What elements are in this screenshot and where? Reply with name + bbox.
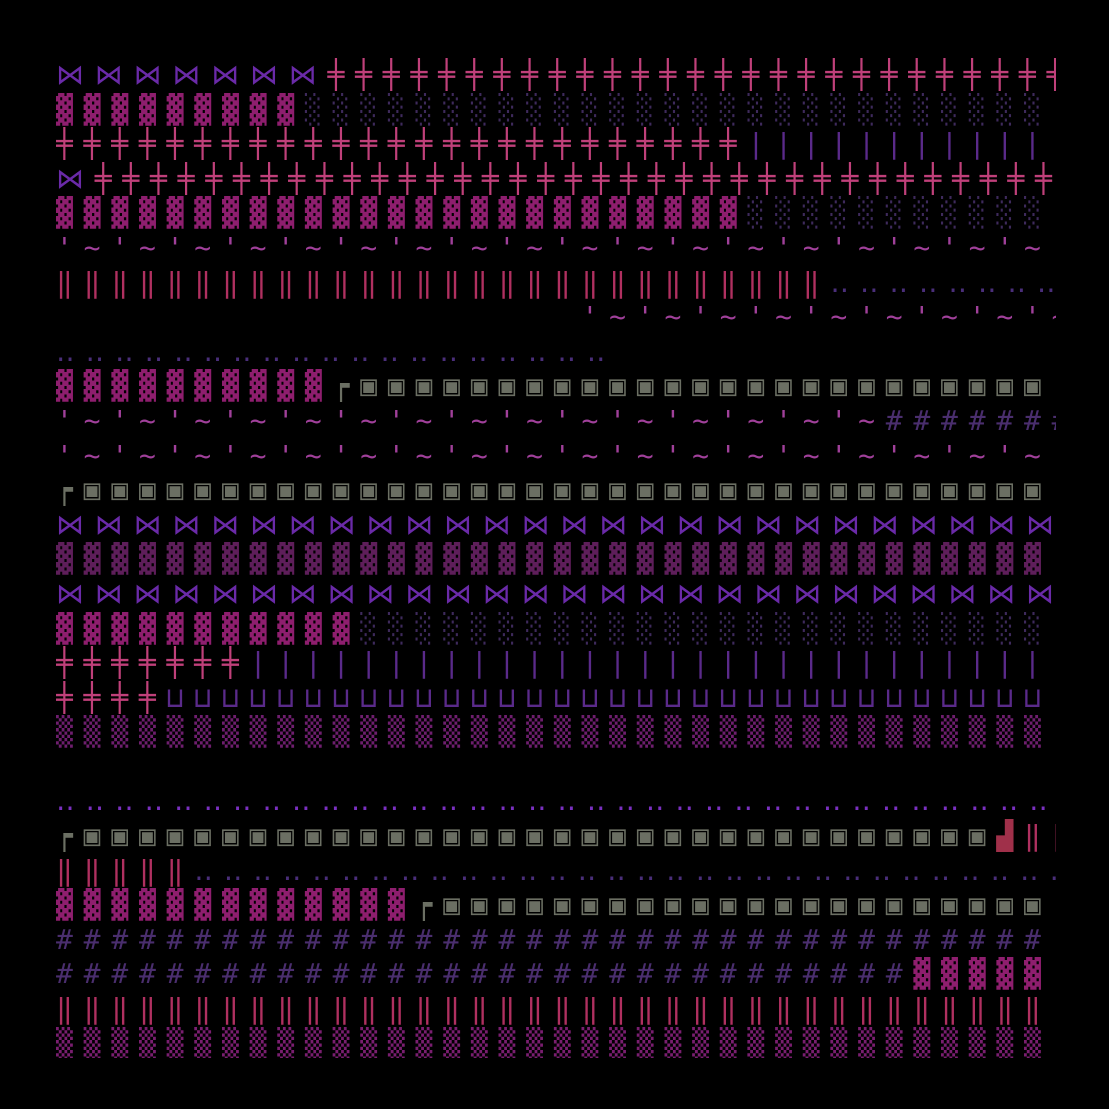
glyph-run: ▒▒▒▒▒▒▒▒▒▒▒▒▒▒▒▒▒▒▒▒▒▒▒▒▒▒▒▒▒▒▒▒▒▒▒▒ (56, 1026, 1052, 1058)
glyph-run: ▓▓▓▓▓▓▓▓▓▓▓▓▓ (56, 888, 416, 922)
glyph-run: '~'~'~'~'~'~'~'~'~'~'~'~'~'~'~'~'~ (581, 300, 1056, 334)
glyph-run: '~'~'~'~'~'~'~'~'~'~'~'~'~'~'~ (56, 403, 886, 437)
glyph-run: ▣▣▣▣▣▣▣▣▣▣▣▣▣▣▣▣▣▣▣▣▣▣▣▣▣▣▣▣▣▣▣▣▣ (83, 819, 997, 853)
glyph-run: ▣▣▣▣▣▣▣▣▣▣▣▣▣▣▣▣▣▣▣▣▣▣ (443, 888, 1052, 922)
glyph-row: ▓▓▓▓▓▓▓▓▓▓▓▓▓▓▓▓▓▓▓▓▓▓▓▓▓▓▓▓▓▓▓▓▓▓▓▓ (56, 542, 1056, 577)
glyph-run: ▓▓▓▓▓▓▓▓▓▓▓▓▓▓▓▓▓▓▓▓▓▓▓▓▓ (56, 196, 748, 230)
glyph-row: ╪╪╪╪╪╪╪╪╪╪╪╪╪╪╪╪╪╪╪╪╪╪╪╪╪||||||||||| (56, 127, 1056, 162)
glyph-run: ‖‖‖‖‖ (56, 853, 195, 887)
glyph-row: ┍▣▣▣▣▣▣▣▣▣▣▣▣▣▣▣▣▣▣▣▣▣▣▣▣▣▣▣▣▣▣▣▣▣▣▣ (56, 473, 1056, 508)
glyph-row: ▓▓▓▓▓▓▓▓▓▓▓░░░░░░░░░░░░░░░░░░░░░░░░░ (56, 612, 1056, 647)
glyph-row: ▓▓▓▓▓▓▓▓▓░░░░░░░░░░░░░░░░░░░░░░░░░░░ (56, 93, 1056, 128)
glyph-run: ▓▓▓▓▓▓▓▓▓ (56, 92, 305, 126)
glyph-row: ╪╪╪╪⊔⊔⊔⊔⊔⊔⊔⊔⊔⊔⊔⊔⊔⊔⊔⊔⊔⊔⊔⊔⊔⊔⊔⊔⊔⊔⊔⊔⊔⊔⊔⊔ (56, 681, 1056, 716)
glyph-run: ╪╪╪╪╪╪╪ (56, 646, 250, 680)
glyph-run: ░░░░░░░░░░░ (747, 196, 1052, 230)
glyph-row: '~'~'~'~'~'~'~'~'~'~'~'~'~'~'~'~'~ (56, 300, 1056, 335)
glyph-run: ┍ (415, 888, 444, 922)
glyph-row: '~'~'~'~'~'~'~'~'~'~'~'~'~'~'~'~'~'~'~'~… (56, 231, 1056, 266)
glyph-row: ▓▓▓▓▓▓▓▓▓▓▓▓▓▓▓▓▓▓▓▓▓▓▓▓▓░░░░░░░░░░░ (56, 196, 1056, 231)
glyph-row: ‖‖‖‖‖‖‖‖‖‖‖‖‖‖‖‖‖‖‖‖‖‖‖‖‖‖‖‖‖‖‖‖‖‖‖‖ (56, 992, 1056, 1027)
glyph-row: ‥‥‥‥‥‥‥‥‥‥‥‥‥‥‥‥‥‥‥ (56, 335, 1056, 370)
glyph-run: ▓▓▓▓▓▓▓▓▓▓▓▓▓▓▓▓▓▓▓▓▓▓▓▓▓▓▓▓▓▓▓▓▓▓▓▓ (56, 542, 1052, 576)
glyph-run: ||||||||||| (747, 127, 1052, 161)
glyph-run: ⋈ (56, 161, 95, 195)
glyph-run: ▒▒▒▒▒▒▒▒▒▒▒▒▒▒▒▒▒▒▒▒▒▒▒▒▒▒▒▒▒▒▒▒▒▒▒▒ (56, 715, 1052, 749)
glyph-run: ⋈⋈⋈⋈⋈⋈⋈ (56, 58, 328, 91)
glyph-row: ▒▒▒▒▒▒▒▒▒▒▒▒▒▒▒▒▒▒▒▒▒▒▒▒▒▒▒▒▒▒▒▒▒▒▒▒ (56, 1027, 1056, 1058)
glyph-run: ░░░░░░░░░░░░░░░░░░░░░░░░░░░ (304, 92, 1052, 126)
glyph-run: ‖‖ (1024, 819, 1056, 853)
glyph-row: ▒▒▒▒▒▒▒▒▒▒▒▒▒▒▒▒▒▒▒▒▒▒▒▒▒▒▒▒▒▒▒▒▒▒▒▒ (56, 715, 1056, 750)
glyph-row: ▓▓▓▓▓▓▓▓▓▓▓▓▓┍▣▣▣▣▣▣▣▣▣▣▣▣▣▣▣▣▣▣▣▣▣▣ (56, 888, 1056, 923)
glyph-run: ┍ (56, 473, 84, 507)
glyph-run: ||||||||||||||||||||||||||||| (249, 646, 1052, 680)
glyph-row: ‖‖‖‖‖‖‖‖‖‖‖‖‖‖‖‖‖‖‖‖‖‖‖‖‖‖‖‖‥‥‥‥‥‥‥‥ (56, 266, 1056, 301)
glyph-row: ⋈╪╪╪╪╪╪╪╪╪╪╪╪╪╪╪╪╪╪╪╪╪╪╪╪╪╪╪╪╪╪╪╪╪╪╪ (56, 162, 1056, 197)
glyph-run: #################################### (56, 922, 1052, 956)
glyph-row: ┍▣▣▣▣▣▣▣▣▣▣▣▣▣▣▣▣▣▣▣▣▣▣▣▣▣▣▣▣▣▣▣▣▣▟‖‖ (56, 819, 1056, 854)
glyph-run: ############################### (56, 957, 914, 991)
glyph-run: ▣▣▣▣▣▣▣▣▣▣▣▣▣▣▣▣▣▣▣▣▣▣▣▣▣ (360, 369, 1052, 403)
glyph-run: '~'~'~'~'~'~'~'~'~'~'~'~'~'~'~'~'~'~'~'~… (56, 438, 1056, 472)
glyph-row: ⋈⋈⋈⋈⋈⋈⋈⋈⋈⋈⋈⋈⋈⋈⋈⋈⋈⋈⋈⋈⋈⋈⋈⋈⋈⋈⋈⋈╪╪╪╪╪╪╪╪ (56, 508, 1056, 543)
glyph-run: ‥‥‥‥‥‥‥‥‥‥‥‥‥‥‥‥‥‥‥ (56, 334, 617, 368)
glyph-run: ┍ (56, 819, 84, 853)
glyph-run: ‖‖‖‖‖‖‖‖‖‖‖‖‖‖‖‖‖‖‖‖‖‖‖‖‖‖‖‖ (56, 265, 831, 299)
glyph-row: ⋈⋈⋈⋈⋈⋈⋈⋈⋈⋈⋈⋈⋈⋈⋈⋈⋈⋈⋈⋈⋈⋈⋈⋈⋈⋈⋈⋈⋈⋈⋈⋈╪╪╪╪ (56, 577, 1056, 612)
glyph-run: ▓▓▓▓▓▓▓▓▓▓▓ (56, 611, 361, 645)
glyph-run: ░░░░░░░░░░░░░░░░░░░░░░░░░ (360, 611, 1052, 645)
glyph-run: ▓▓▓▓▓ (913, 957, 1052, 991)
glyph-run: ╪╪╪╪╪╪╪╪╪╪╪╪╪╪╪╪╪╪╪╪╪╪╪╪╪╪╪╪╪╪╪╪╪╪╪ (94, 161, 1056, 195)
glyph-run: ▓▓▓▓▓▓▓▓▓▓ (56, 369, 333, 403)
glyph-run: ‥‥‥‥‥‥‥‥‥‥‥‥‥‥‥‥‥‥‥‥‥‥‥‥‥‥‥‥‥‥‥ (194, 853, 1056, 887)
glyph-run: ⊔⊔⊔⊔⊔⊔⊔⊔⊔⊔⊔⊔⊔⊔⊔⊔⊔⊔⊔⊔⊔⊔⊔⊔⊔⊔⊔⊔⊔⊔⊔⊔ (166, 680, 1052, 714)
glyph-run: ⋈⋈⋈⋈⋈⋈⋈⋈⋈⋈⋈⋈⋈⋈⋈⋈⋈⋈⋈⋈⋈⋈⋈⋈⋈⋈⋈⋈⋈⋈⋈⋈ (56, 576, 1056, 610)
glyph-row (56, 750, 1056, 785)
glyph-row: ###############################▓▓▓▓▓ (56, 957, 1056, 992)
glyph-run: ‖‖‖‖‖‖‖‖‖‖‖‖‖‖‖‖‖‖‖‖‖‖‖‖‖‖‖‖‖‖‖‖‖‖‖‖ (56, 992, 1052, 1026)
glyph-row: ⋈⋈⋈⋈⋈⋈⋈╪╪╪╪╪╪╪╪╪╪╪╪╪╪╪╪╪╪╪╪╪╪╪╪╪╪╪╪╪ (56, 58, 1056, 93)
glyph-row: #################################### (56, 923, 1056, 958)
glyph-run: ╪╪╪╪╪╪╪╪╪╪╪╪╪╪╪╪╪╪╪╪╪╪╪╪╪ (56, 127, 748, 161)
glyph-row: ‥‥‥‥‥‥‥‥‥‥‥‥‥‥‥‥‥‥‥‥‥‥‥‥‥‥‥‥‥‥‥‥‥‥‥‥ (56, 784, 1056, 819)
glyph-row: ╪╪╪╪╪╪╪||||||||||||||||||||||||||||| (56, 646, 1056, 681)
glyph-run: '~'~'~'~'~'~'~'~'~'~'~'~'~'~'~'~'~'~'~'~… (56, 230, 1056, 264)
glyph-run: ‥‥‥‥‥‥‥‥‥‥‥‥‥‥‥‥‥‥‥‥‥‥‥‥‥‥‥‥‥‥‥‥‥‥‥‥ (56, 784, 1056, 818)
glyph-run: ╪╪╪╪ (56, 680, 167, 714)
glyph-run: ▣▣▣▣▣▣▣▣▣▣▣▣▣▣▣▣▣▣▣▣▣▣▣▣▣▣▣▣▣▣▣▣▣▣▣ (83, 473, 1052, 507)
glyph-run: ##################### (885, 403, 1056, 437)
glyph-grid: ⋈⋈⋈⋈⋈⋈⋈╪╪╪╪╪╪╪╪╪╪╪╪╪╪╪╪╪╪╪╪╪╪╪╪╪╪╪╪╪ ▓▓▓▓… (56, 58, 1056, 1058)
glyph-row: ‖‖‖‖‖‥‥‥‥‥‥‥‥‥‥‥‥‥‥‥‥‥‥‥‥‥‥‥‥‥‥‥‥‥‥‥ (56, 854, 1056, 889)
glyph-run: ╪╪╪╪╪╪╪╪╪╪╪╪╪╪╪╪╪╪╪╪╪╪╪╪╪╪╪╪╪ (327, 58, 1056, 91)
glyph-run: ┍ (332, 369, 361, 403)
glyph-run: ⋈⋈⋈⋈⋈⋈⋈⋈⋈⋈⋈⋈⋈⋈⋈⋈⋈⋈⋈⋈⋈⋈⋈⋈⋈⋈⋈⋈ (56, 507, 1056, 541)
glyph-row: '~'~'~'~'~'~'~'~'~'~'~'~'~'~'~'~'~'~'~'~… (56, 439, 1056, 474)
glyph-run: ▟ (996, 819, 1025, 853)
glyph-row: '~'~'~'~'~'~'~'~'~'~'~'~'~'~'~##########… (56, 404, 1056, 439)
glyph-run: ‥‥‥‥‥‥‥‥ (830, 265, 1056, 299)
glyph-row: ▓▓▓▓▓▓▓▓▓▓┍▣▣▣▣▣▣▣▣▣▣▣▣▣▣▣▣▣▣▣▣▣▣▣▣▣ (56, 369, 1056, 404)
